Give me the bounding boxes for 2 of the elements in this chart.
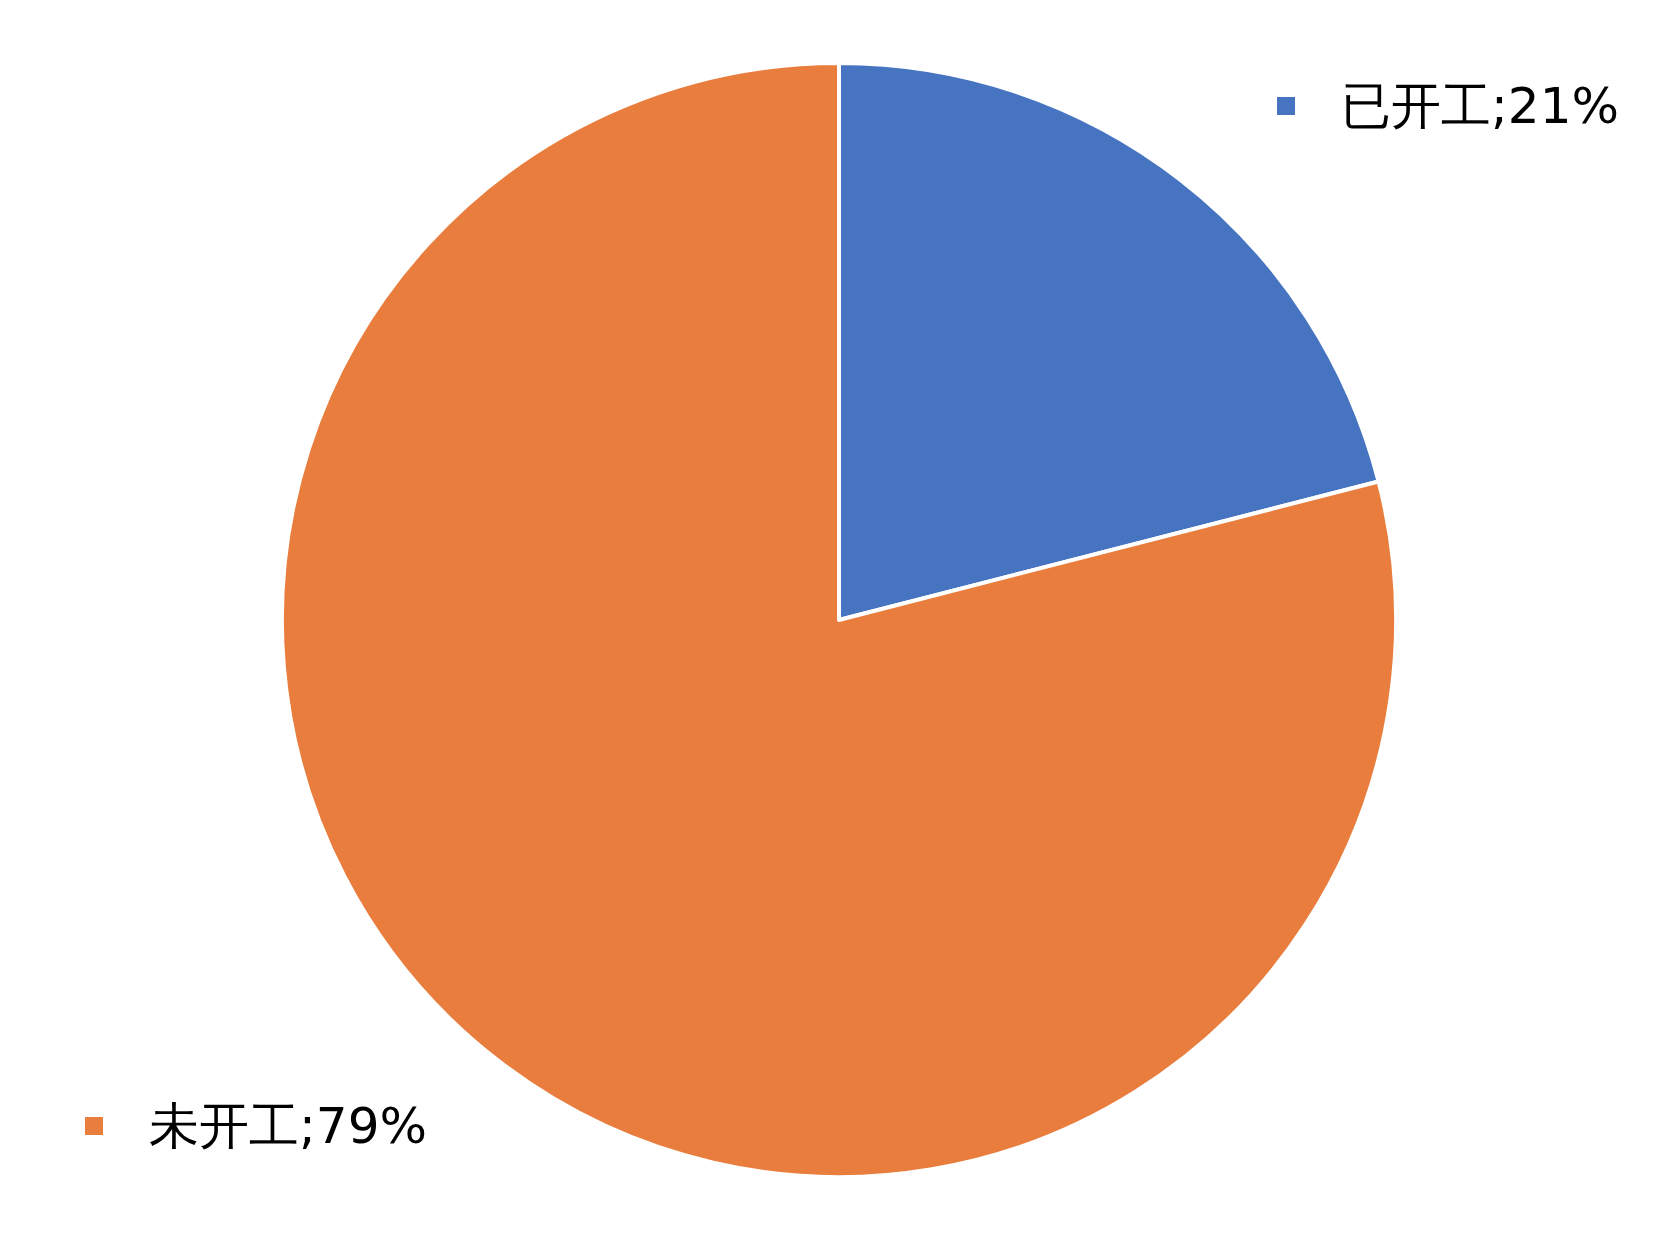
legend-label: 未开工;79% xyxy=(149,1097,427,1155)
legend-label: 已开工;21% xyxy=(1341,77,1620,135)
